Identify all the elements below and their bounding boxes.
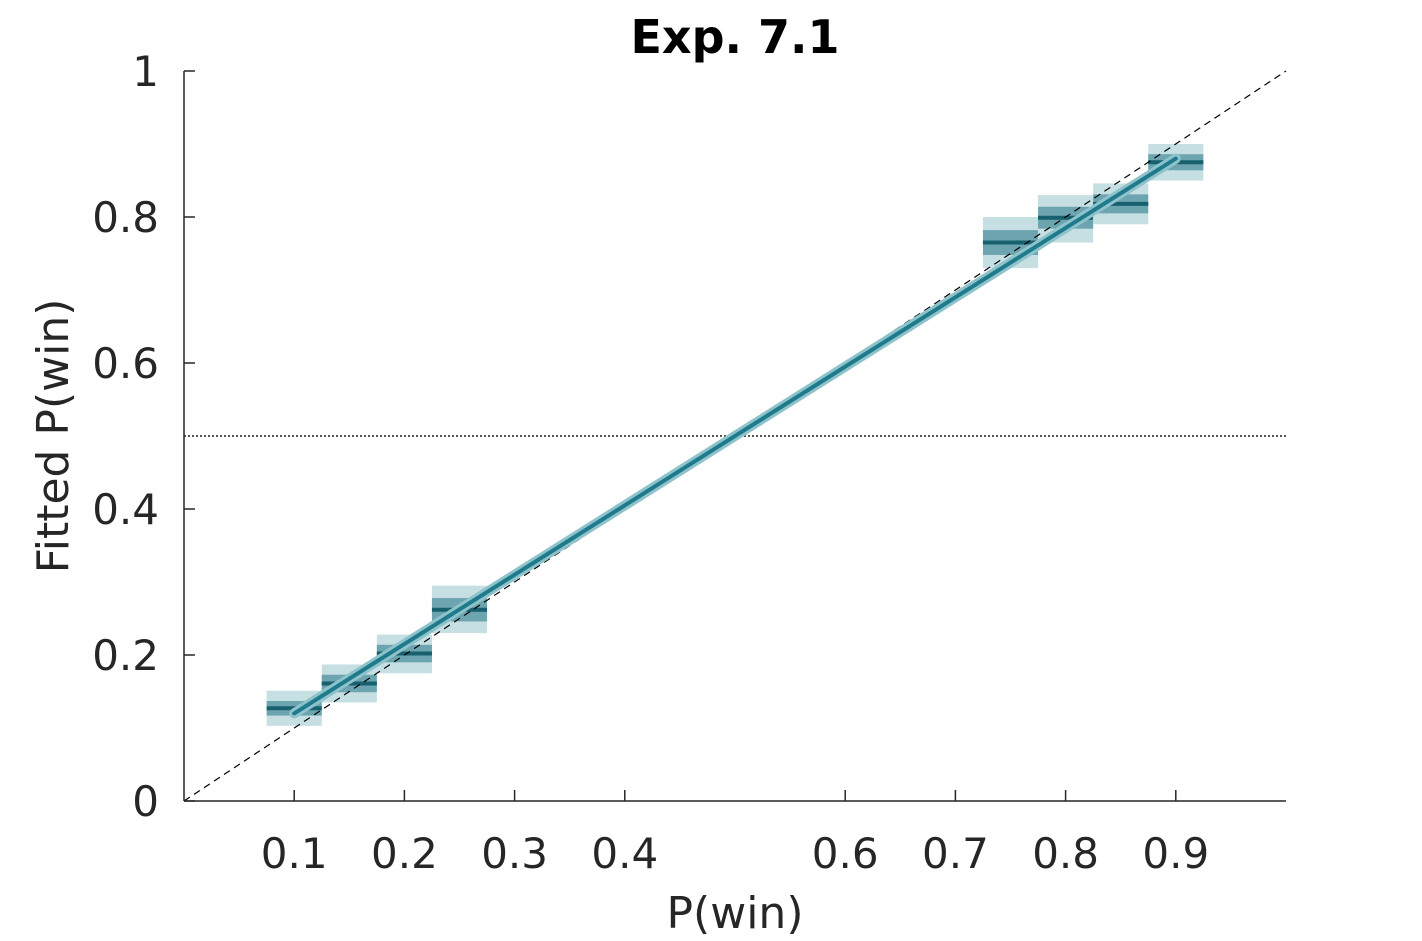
y-tick-label-1: 0.2 — [92, 631, 159, 680]
chart-title: Exp. 7.1 — [631, 10, 840, 64]
x-tick-label-7: 0.9 — [1142, 829, 1209, 878]
y-axis-ticks: 0 0.2 0.4 0.6 0.8 1 — [92, 47, 195, 826]
x-tick-label-2: 0.3 — [481, 829, 548, 878]
x-tick-label-4: 0.6 — [812, 829, 879, 878]
y-tick-label-2: 0.4 — [92, 485, 159, 534]
y-tick-label-4: 0.8 — [92, 193, 159, 242]
y-axis-label: Fitted P(win) — [28, 299, 79, 574]
x-tick-label-6: 0.8 — [1032, 829, 1099, 878]
y-tick-label-3: 0.6 — [92, 339, 159, 388]
x-axis-label: P(win) — [667, 888, 804, 939]
y-tick-label-5: 1 — [132, 47, 159, 96]
y-tick-label-0: 0 — [132, 777, 159, 826]
x-tick-label-0: 0.1 — [261, 829, 328, 878]
axes — [183, 71, 1286, 802]
plot-area — [183, 70, 1287, 802]
x-tick-label-1: 0.2 — [371, 829, 438, 878]
x-axis-ticks: 0.1 0.2 0.3 0.4 0.6 0.7 0.8 0.9 — [261, 790, 1209, 878]
x-tick-label-5: 0.7 — [922, 829, 989, 878]
fit-line-group — [289, 153, 1181, 719]
x-tick-label-3: 0.4 — [591, 829, 658, 878]
fit-line — [292, 156, 1178, 716]
